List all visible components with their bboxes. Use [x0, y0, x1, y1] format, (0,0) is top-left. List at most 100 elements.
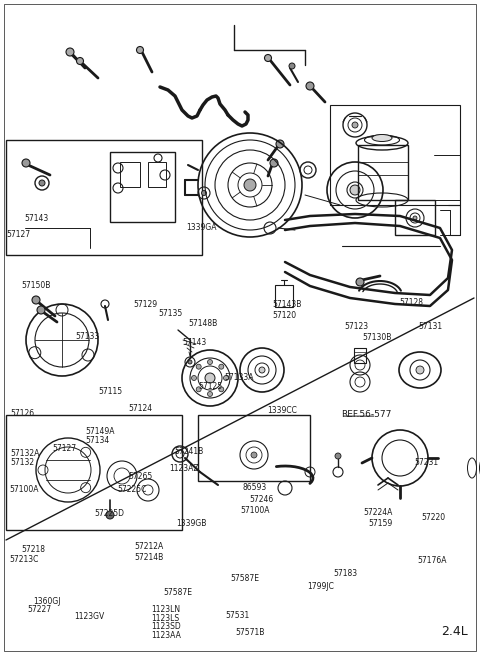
- Bar: [110, 152, 175, 222]
- Text: 1123LN: 1123LN: [151, 605, 180, 614]
- Circle shape: [196, 387, 201, 392]
- Text: 57133A: 57133A: [224, 373, 253, 383]
- Bar: [358, 145, 408, 200]
- Circle shape: [205, 373, 215, 383]
- Text: 57128: 57128: [399, 298, 423, 307]
- Text: 57100A: 57100A: [10, 485, 39, 495]
- Text: 57143: 57143: [24, 214, 48, 223]
- Text: 57149A: 57149A: [85, 427, 115, 436]
- Circle shape: [350, 185, 360, 195]
- Circle shape: [416, 366, 424, 374]
- Text: 1123LS: 1123LS: [151, 614, 180, 623]
- Text: 57148B: 57148B: [188, 319, 217, 328]
- Circle shape: [289, 63, 295, 69]
- Circle shape: [224, 375, 228, 381]
- Text: 1799JC: 1799JC: [307, 582, 334, 591]
- Text: 57231: 57231: [415, 458, 439, 467]
- Circle shape: [335, 453, 341, 459]
- Text: 57241B: 57241B: [174, 447, 204, 457]
- Circle shape: [352, 122, 358, 128]
- Text: 57133: 57133: [76, 332, 100, 341]
- Text: 2.4L: 2.4L: [442, 625, 468, 638]
- Text: 57120: 57120: [273, 310, 297, 320]
- Text: 57587E: 57587E: [163, 588, 192, 597]
- Circle shape: [356, 278, 364, 286]
- Text: 57129: 57129: [133, 300, 157, 309]
- Circle shape: [306, 82, 314, 90]
- Text: 57125: 57125: [198, 382, 222, 391]
- Bar: [6, 140, 202, 255]
- Text: 57218: 57218: [22, 545, 46, 554]
- Circle shape: [66, 48, 74, 56]
- Text: 57212A: 57212A: [134, 542, 164, 552]
- Text: 57531: 57531: [226, 611, 250, 620]
- Text: 1339GA: 1339GA: [186, 223, 217, 233]
- Text: 57115: 57115: [98, 386, 122, 396]
- Text: 1123AA: 1123AA: [151, 631, 181, 640]
- Text: 57123: 57123: [345, 322, 369, 331]
- Text: 1339GB: 1339GB: [177, 519, 207, 529]
- Circle shape: [188, 360, 192, 364]
- Text: 57135: 57135: [158, 309, 183, 318]
- Text: 57587E: 57587E: [230, 574, 259, 583]
- Text: REF.56-577: REF.56-577: [341, 410, 391, 419]
- Text: 57100A: 57100A: [240, 506, 269, 515]
- Text: 57132A: 57132A: [11, 449, 40, 458]
- Text: 57246: 57246: [250, 495, 274, 504]
- Text: 57130B: 57130B: [362, 333, 392, 342]
- Text: 1339CC: 1339CC: [267, 405, 297, 415]
- Text: 57225C: 57225C: [118, 485, 147, 495]
- Bar: [275, 285, 293, 307]
- Text: 57126: 57126: [11, 409, 35, 419]
- Bar: [354, 348, 366, 363]
- Text: 57124: 57124: [129, 404, 153, 413]
- Bar: [395, 200, 435, 235]
- Circle shape: [264, 54, 272, 62]
- Circle shape: [192, 375, 196, 381]
- Circle shape: [207, 392, 213, 396]
- Bar: [330, 105, 460, 205]
- Circle shape: [136, 47, 144, 54]
- Text: 1123GV: 1123GV: [74, 612, 105, 621]
- Circle shape: [251, 452, 257, 458]
- Ellipse shape: [372, 134, 392, 141]
- Circle shape: [219, 364, 224, 369]
- Text: 57225D: 57225D: [94, 509, 124, 518]
- Circle shape: [22, 159, 30, 167]
- Text: 57227: 57227: [28, 605, 52, 614]
- Text: 57224A: 57224A: [363, 508, 392, 517]
- Circle shape: [37, 306, 45, 314]
- Circle shape: [244, 179, 256, 191]
- Text: 57214B: 57214B: [134, 553, 164, 562]
- Circle shape: [219, 387, 224, 392]
- Text: 57213C: 57213C: [10, 555, 39, 564]
- Bar: [198, 415, 310, 481]
- Circle shape: [270, 159, 278, 167]
- Circle shape: [202, 191, 206, 195]
- Circle shape: [207, 360, 213, 364]
- Text: 1123AZ: 1123AZ: [169, 464, 199, 474]
- Bar: [6, 415, 182, 530]
- Text: 57150B: 57150B: [22, 281, 51, 290]
- Circle shape: [276, 140, 284, 148]
- Text: 86593: 86593: [242, 483, 267, 493]
- Text: 1360GJ: 1360GJ: [34, 597, 61, 606]
- Text: 57127: 57127: [53, 443, 77, 453]
- Text: 57127: 57127: [6, 230, 30, 239]
- Text: 57131: 57131: [419, 322, 443, 331]
- Circle shape: [32, 296, 40, 304]
- Text: 57143B: 57143B: [273, 300, 302, 309]
- Text: 57134: 57134: [85, 436, 110, 445]
- Text: 57159: 57159: [369, 519, 393, 528]
- Circle shape: [196, 364, 201, 369]
- Text: 57571B: 57571B: [235, 628, 264, 637]
- Circle shape: [259, 367, 265, 373]
- Circle shape: [413, 216, 417, 220]
- Text: 57183: 57183: [334, 569, 358, 578]
- Circle shape: [39, 180, 45, 186]
- Bar: [148, 162, 166, 187]
- Bar: [120, 162, 140, 187]
- Text: 57176A: 57176A: [418, 556, 447, 565]
- Circle shape: [76, 58, 84, 64]
- Text: 57132: 57132: [11, 458, 35, 467]
